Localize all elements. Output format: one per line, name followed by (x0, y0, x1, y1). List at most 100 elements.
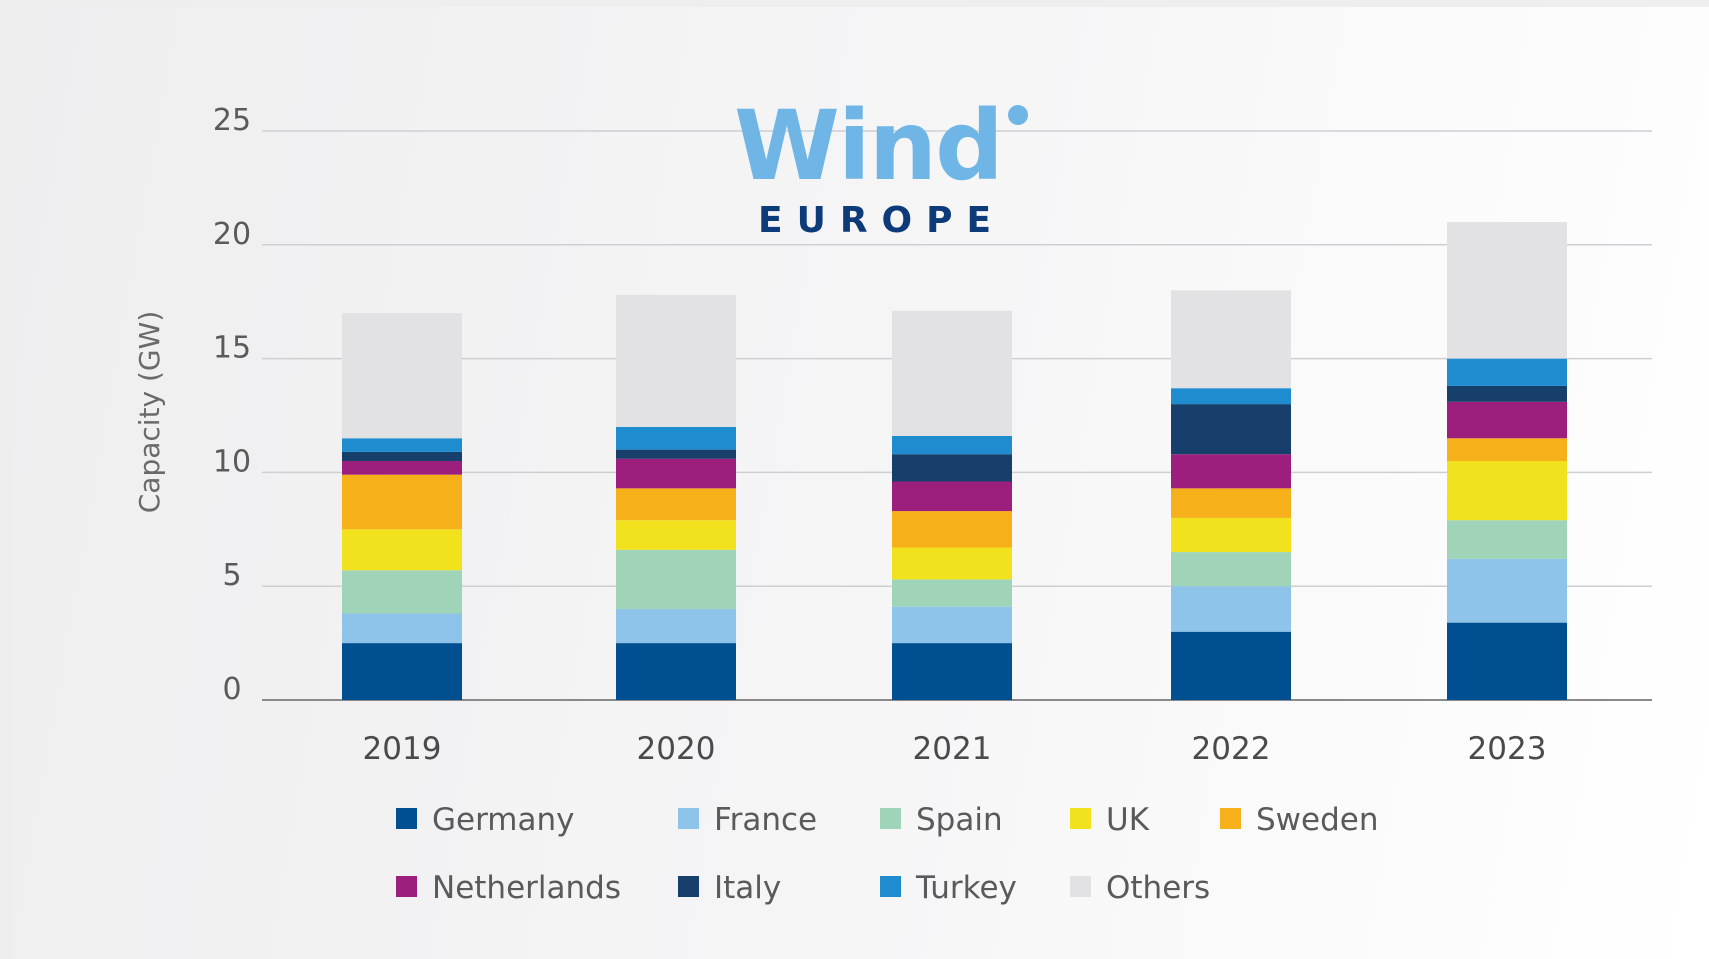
bar-segment-others-2020 (616, 294, 736, 427)
legend-swatch (880, 808, 901, 829)
legend-swatch (678, 876, 699, 897)
y-tick-label: 5 (222, 558, 241, 593)
legend-label: Sweden (1256, 802, 1379, 838)
x-tick-label: 2023 (1468, 731, 1547, 767)
bar-segment-germany-2019 (342, 643, 462, 700)
legend-item-italy: Italy (678, 870, 781, 906)
bar-segment-sweden-2022 (1171, 488, 1291, 518)
bar-segment-france-2021 (892, 606, 1012, 644)
bar-segment-italy-2019 (342, 451, 462, 462)
bar-segment-france-2023 (1447, 558, 1567, 623)
logo-dot (1008, 105, 1028, 125)
legend-item-sweden: Sweden (1220, 802, 1379, 838)
bar-segment-others-2021 (892, 310, 1012, 436)
bar-segment-italy-2022 (1171, 404, 1291, 455)
bar-segment-sweden-2019 (342, 474, 462, 530)
bar-segment-turkey-2020 (616, 426, 736, 450)
legend-item-others: Others (1070, 870, 1210, 906)
bar-segment-spain-2023 (1447, 520, 1567, 559)
bar-segment-turkey-2019 (342, 438, 462, 452)
bar-segment-germany-2020 (616, 643, 736, 700)
bar-segment-turkey-2021 (892, 435, 1012, 455)
bar-segment-italy-2023 (1447, 385, 1567, 402)
bar-segment-others-2022 (1171, 290, 1291, 389)
wind-europe-logo: Wind EUROPE (734, 90, 1028, 241)
y-axis-label: Capacity (GW) (133, 311, 166, 514)
y-tick-label: 20 (213, 217, 251, 252)
bar-segment-uk-2021 (892, 547, 1012, 580)
legend-swatch (880, 876, 901, 897)
y-tick-label: 25 (213, 103, 251, 138)
bar-stack-2021 (892, 310, 1012, 700)
chart-card: 0 5 10 15 20 25 2019 2020 2021 2022 2023 Capacity… (12, 7, 1709, 959)
logo-wordmark: Wind (734, 90, 1002, 202)
x-tick-label: 2021 (913, 731, 992, 767)
bar-segment-turkey-2023 (1447, 358, 1567, 386)
bar-segment-sweden-2021 (892, 511, 1012, 548)
bar-segment-germany-2022 (1171, 631, 1291, 700)
bar-segment-others-2019 (342, 313, 462, 439)
bar-segment-netherlands-2023 (1447, 401, 1567, 439)
bar-segment-uk-2022 (1171, 517, 1291, 553)
legend-swatch (396, 876, 417, 897)
bar-segment-netherlands-2020 (616, 458, 736, 489)
bar-stack-2020 (616, 294, 736, 700)
bar-segment-france-2019 (342, 613, 462, 644)
legend-label: France (714, 802, 817, 838)
bar-segment-spain-2022 (1171, 552, 1291, 587)
legend-label: Italy (714, 870, 781, 906)
stacked-bar-chart: 0 5 10 15 20 25 2019 2020 2021 2022 2023 Capacity… (133, 90, 1652, 906)
bar-stack-2023 (1447, 222, 1567, 700)
bar-segment-italy-2021 (892, 454, 1012, 482)
bar-segment-italy-2020 (616, 449, 736, 459)
x-tick-label: 2020 (637, 731, 716, 767)
bar-stack-2019 (342, 313, 462, 700)
bar-segment-germany-2023 (1447, 622, 1567, 700)
legend-label: Germany (432, 802, 574, 838)
bar-segment-uk-2023 (1447, 461, 1567, 521)
legend-label: Spain (916, 802, 1003, 838)
legend-label: Others (1106, 870, 1210, 906)
legend-label: UK (1106, 802, 1150, 838)
legend: Germany France Spain UK Sweden Netherlands Ita… (396, 802, 1379, 906)
y-tick-label: 0 (222, 672, 241, 707)
legend-swatch (678, 808, 699, 829)
legend-label: Netherlands (432, 870, 621, 906)
y-tick-label: 10 (213, 444, 251, 479)
bar-segment-france-2020 (616, 608, 736, 644)
legend-item-germany: Germany (396, 802, 574, 838)
y-axis-ticks: 0 5 10 15 20 25 (213, 103, 251, 707)
legend-swatch (1220, 808, 1241, 829)
bar-segment-uk-2020 (616, 520, 736, 550)
bar-stack-2022 (1171, 290, 1291, 700)
bar-segment-sweden-2020 (616, 488, 736, 521)
bar-segment-others-2023 (1447, 222, 1567, 359)
x-tick-label: 2022 (1192, 731, 1271, 767)
legend-item-turkey: Turkey (880, 870, 1017, 906)
bar-segment-turkey-2022 (1171, 388, 1291, 405)
legend-item-spain: Spain (880, 802, 1003, 838)
legend-item-netherlands: Netherlands (396, 870, 621, 906)
legend-label: Turkey (915, 870, 1017, 906)
legend-item-france: France (678, 802, 817, 838)
legend-swatch (1070, 808, 1091, 829)
bars (342, 222, 1567, 700)
x-axis-ticks: 2019 2020 2021 2022 2023 (363, 731, 1547, 767)
bar-segment-germany-2021 (892, 643, 1012, 700)
legend-swatch (1070, 876, 1091, 897)
legend-item-uk: UK (1070, 802, 1150, 838)
bar-segment-sweden-2023 (1447, 438, 1567, 462)
logo-subtitle: EUROPE (758, 200, 1005, 241)
bar-segment-netherlands-2021 (892, 481, 1012, 512)
legend-swatch (396, 808, 417, 829)
bar-segment-netherlands-2019 (342, 461, 462, 475)
bar-segment-uk-2019 (342, 529, 462, 571)
bar-segment-spain-2021 (892, 579, 1012, 607)
x-tick-label: 2019 (363, 731, 442, 767)
bar-segment-netherlands-2022 (1171, 454, 1291, 489)
bar-segment-france-2022 (1171, 586, 1291, 632)
bar-segment-spain-2020 (616, 549, 736, 609)
bar-segment-spain-2019 (342, 570, 462, 614)
y-tick-label: 15 (213, 331, 251, 366)
